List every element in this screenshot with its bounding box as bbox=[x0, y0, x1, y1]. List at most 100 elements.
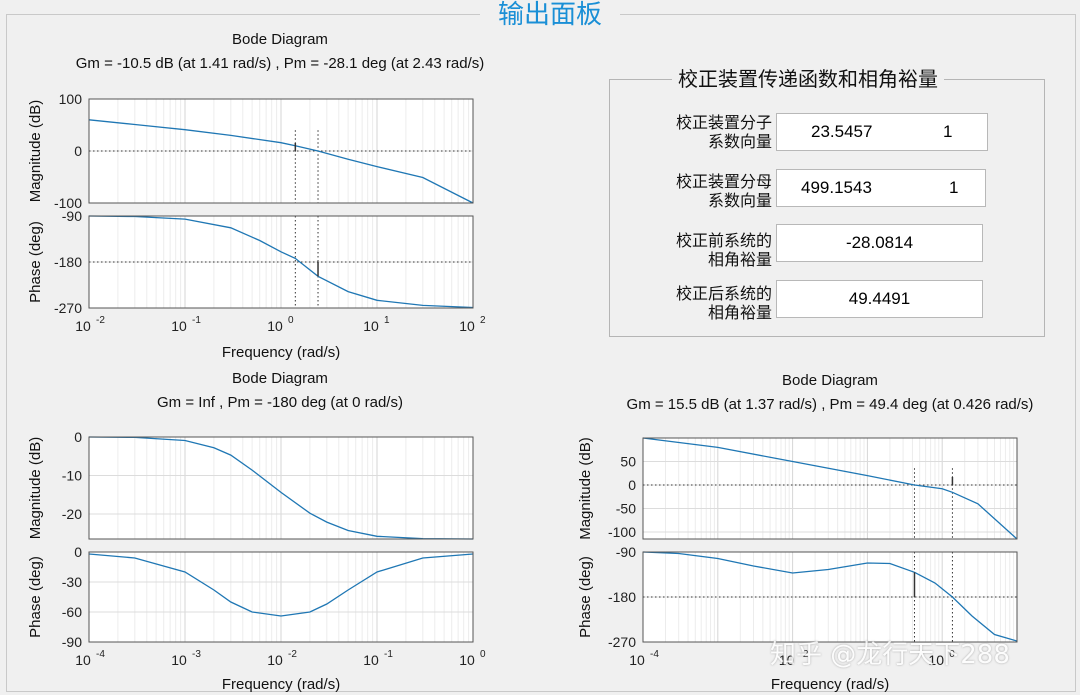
pm-before-value: -28.0814 bbox=[845, 233, 914, 252]
x-axis-label: Frequency (rad/s) bbox=[222, 344, 340, 361]
x-tick-label: 10 bbox=[267, 318, 283, 334]
x-tick-exponent: 2 bbox=[480, 315, 486, 326]
x-tick-exponent: 0 bbox=[288, 315, 294, 326]
denominator-field[interactable]: 499.1543 1 bbox=[776, 169, 986, 207]
x-tick-exponent: 0 bbox=[480, 649, 486, 660]
y-tick-label: 0 bbox=[74, 143, 82, 159]
y-tick-label: 0 bbox=[74, 429, 82, 445]
denominator-coef-2: 1 bbox=[949, 178, 959, 197]
x-tick-exponent: 1 bbox=[384, 315, 390, 326]
x-tick-exponent: -4 bbox=[96, 649, 105, 660]
phase-panel: -90 -180 -270 Phase (deg) bbox=[27, 208, 474, 316]
phase-curve bbox=[88, 215, 474, 309]
pm-before-label: 校正前系统的 相角裕量 bbox=[675, 231, 772, 269]
numerator-field[interactable]: 23.5457 1 bbox=[776, 113, 988, 151]
x-tick-label: 10 bbox=[171, 652, 187, 668]
pm-after-field[interactable]: 49.4491 bbox=[776, 280, 983, 318]
x-axis-label: Frequency (rad/s) bbox=[222, 676, 340, 693]
chart-subtitle: Gm = 15.5 dB (at 1.37 rad/s) , Pm = 49.4… bbox=[627, 396, 1034, 413]
panel-title: 输出面板 bbox=[480, 0, 620, 30]
y-tick-label: -100 bbox=[608, 524, 636, 540]
x-tick-exponent: -3 bbox=[192, 649, 201, 660]
y-tick-label: -270 bbox=[54, 300, 82, 316]
x-axis-label: Frequency (rad/s) bbox=[771, 676, 889, 693]
numerator-coef-2: 1 bbox=[943, 122, 953, 141]
y-tick-label: -100 bbox=[54, 195, 82, 211]
y-tick-label: -60 bbox=[62, 604, 82, 620]
x-tick-label: 10 bbox=[928, 652, 944, 668]
y-tick-label: -20 bbox=[62, 506, 82, 522]
x-tick-label: 10 bbox=[459, 318, 475, 334]
x-tick-exponent: -1 bbox=[192, 315, 201, 326]
y-tick-label: -90 bbox=[62, 634, 82, 650]
y-tick-label: 50 bbox=[620, 453, 636, 469]
y-tick-label: 100 bbox=[59, 91, 83, 107]
phase-axes-frame bbox=[642, 551, 1018, 643]
magnitude-panel: 50 0 -50 -100 Magnitude (dB) bbox=[577, 437, 1018, 540]
magnitude-grid bbox=[89, 437, 473, 539]
chart-title: Bode Diagram bbox=[782, 372, 878, 389]
phase-grid bbox=[89, 552, 473, 642]
phase-axis-label: Phase (deg) bbox=[577, 556, 594, 638]
compensator-group-title: 校正装置传递函数和相角裕量 bbox=[672, 66, 944, 92]
watermark: 知乎 @龙行天下288 bbox=[770, 640, 1010, 670]
magnitude-axes-frame bbox=[642, 437, 1018, 540]
x-tick-label: 10 bbox=[171, 318, 187, 334]
x-tick-label: 10 bbox=[779, 652, 795, 668]
y-tick-label: -270 bbox=[608, 634, 636, 650]
y-tick-label: 0 bbox=[74, 544, 82, 560]
x-tick-label: 10 bbox=[75, 318, 91, 334]
denominator-label: 校正装置分母 系数向量 bbox=[675, 172, 772, 210]
pm-after-label: 校正后系统的 相角裕量 bbox=[675, 284, 772, 322]
chart-subtitle: Gm = -10.5 dB (at 1.41 rad/s) , Pm = -28… bbox=[76, 55, 485, 72]
magnitude-axes-frame bbox=[88, 436, 474, 540]
y-tick-label: -90 bbox=[62, 208, 82, 224]
y-tick-label: -50 bbox=[616, 500, 636, 516]
x-tick-exponent: -1 bbox=[384, 649, 393, 660]
phase-panel: 0 -30 -60 -90 Phase (deg) bbox=[27, 544, 474, 650]
x-tick-label: 10 bbox=[267, 652, 283, 668]
pm-after-value: 49.4491 bbox=[848, 289, 911, 308]
chart-title: Bode Diagram bbox=[232, 370, 328, 387]
magnitude-axis-label: Magnitude (dB) bbox=[577, 437, 594, 540]
y-tick-label: -30 bbox=[62, 574, 82, 590]
magnitude-axes-frame bbox=[88, 98, 474, 204]
x-tick-exponent: -2 bbox=[800, 649, 809, 660]
x-tick-label: 10 bbox=[459, 652, 475, 668]
magnitude-plot-area bbox=[643, 438, 1017, 539]
magnitude-curve bbox=[88, 436, 474, 540]
magnitude-curve bbox=[642, 437, 1018, 540]
chart-subtitle: Gm = Inf , Pm = -180 deg (at 0 rad/s) bbox=[157, 394, 403, 411]
y-tick-label: -90 bbox=[616, 544, 636, 560]
x-tick-exponent: -2 bbox=[288, 649, 297, 660]
magnitude-axis-label: Magnitude (dB) bbox=[27, 437, 44, 540]
y-tick-label: -180 bbox=[54, 254, 82, 270]
x-tick-label: 10 bbox=[363, 652, 379, 668]
chart-title: Bode Diagram bbox=[232, 31, 328, 48]
magnitude-grid bbox=[643, 438, 1017, 539]
phase-curve bbox=[642, 551, 1018, 642]
y-tick-label: 0 bbox=[628, 477, 636, 493]
pm-before-field[interactable]: -28.0814 bbox=[776, 224, 983, 262]
numerator-coef-1: 23.5457 bbox=[811, 122, 873, 141]
phase-axes-frame bbox=[88, 215, 474, 309]
phase-curve bbox=[88, 553, 474, 617]
y-tick-label: -180 bbox=[608, 589, 636, 605]
x-tick-label: 10 bbox=[75, 652, 91, 668]
y-tick-label: -10 bbox=[62, 467, 82, 483]
magnitude-axis-label: Magnitude (dB) bbox=[27, 100, 44, 203]
phase-axes-frame bbox=[88, 551, 474, 643]
phase-axis-label: Phase (deg) bbox=[27, 221, 44, 303]
x-tick-label: 10 bbox=[363, 318, 379, 334]
phase-axis-label: Phase (deg) bbox=[27, 556, 44, 638]
x-tick-exponent: 0 bbox=[949, 649, 955, 660]
x-tick-exponent: -2 bbox=[96, 315, 105, 326]
x-tick-label: 10 bbox=[629, 652, 645, 668]
denominator-coef-1: 499.1543 bbox=[801, 178, 872, 197]
magnitude-panel: 100 0 -100 Magnitude (dB) bbox=[27, 91, 474, 211]
magnitude-panel: 0 -10 -20 Magnitude (dB) bbox=[27, 429, 474, 540]
x-tick-exponent: -4 bbox=[650, 649, 659, 660]
